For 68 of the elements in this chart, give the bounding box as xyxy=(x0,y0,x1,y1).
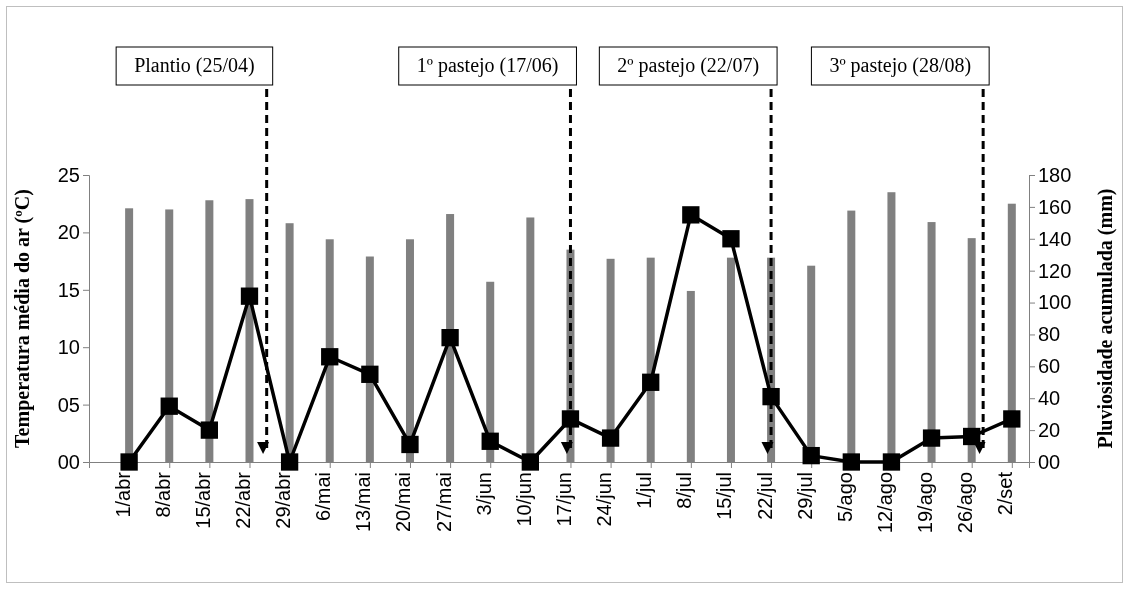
point xyxy=(722,230,740,248)
point xyxy=(882,453,901,471)
x-tick-label: 10/jun xyxy=(512,472,535,527)
ref-line-label: 3º pastejo (28/08) xyxy=(829,54,972,77)
y-tick-label: 20 xyxy=(57,221,80,244)
y-tick-label: 00 xyxy=(57,450,80,473)
point xyxy=(280,453,299,471)
point xyxy=(682,206,700,224)
point xyxy=(321,348,339,366)
y2-tick-label: 160 xyxy=(1038,195,1072,218)
point xyxy=(120,453,138,471)
y2-axis-title: Pluviosidade acumulada (mm) xyxy=(1094,188,1117,449)
x-tick-label: 27/mai xyxy=(432,472,455,533)
ref-line-label: 1º pastejo (17/06) xyxy=(416,54,559,77)
x-tick-label: 3/jun xyxy=(472,472,495,516)
x-tick-label: 29/abr xyxy=(272,471,295,529)
x-tick-label: 12/ago xyxy=(873,472,896,534)
point xyxy=(441,328,459,347)
y2-tick-label: 80 xyxy=(1038,323,1061,346)
y2-tick-label: 100 xyxy=(1038,291,1072,314)
point xyxy=(802,446,820,465)
y2-tick-label: 00 xyxy=(1038,450,1061,473)
x-tick-label: 15/abr xyxy=(191,471,214,529)
y2-tick-label: 20 xyxy=(1038,419,1061,442)
point xyxy=(922,429,941,447)
point xyxy=(963,427,981,446)
x-tick-label: 2/set xyxy=(994,471,1017,516)
y2-tick-label: 180 xyxy=(1038,163,1072,186)
x-tick-label: 15/jul xyxy=(713,472,736,520)
y-tick-label: 10 xyxy=(57,336,80,359)
x-tick-label: 8/abr xyxy=(151,471,174,518)
x-tick-label: 8/jul xyxy=(673,472,696,509)
point xyxy=(160,397,178,415)
x-tick-label: 1/jul xyxy=(633,472,656,509)
point xyxy=(521,453,539,471)
y2-tick-label: 120 xyxy=(1038,259,1072,282)
x-tick-label: 26/ago xyxy=(954,472,977,534)
x-tick-label: 13/mai xyxy=(352,472,375,533)
y-tick-label: 05 xyxy=(57,393,80,416)
point xyxy=(762,387,780,406)
y-axis-title: Temperatura média do ar (ºC) xyxy=(11,189,34,448)
x-tick-label: 24/jun xyxy=(593,472,616,527)
x-tick-label: 6/mai xyxy=(312,472,335,521)
x-tick-label: 5/ago xyxy=(833,472,856,523)
x-tick-label: 29/jul xyxy=(793,472,816,520)
y2-tick-label: 40 xyxy=(1038,387,1061,410)
x-tick-label: 22/abr xyxy=(231,471,254,529)
y2-tick-label: 60 xyxy=(1038,355,1061,378)
point xyxy=(642,373,660,391)
point xyxy=(842,453,860,471)
x-tick-label: 1/abr xyxy=(111,471,134,518)
point xyxy=(240,287,259,305)
ref-line-label: 2º pastejo (22/07) xyxy=(617,54,760,77)
x-tick-label: 17/jun xyxy=(552,472,575,527)
y-tick-label: 25 xyxy=(57,163,80,186)
y-tick-label: 15 xyxy=(57,278,80,301)
ref-line-label: Plantio (25/04) xyxy=(134,54,255,77)
x-tick-label: 19/ago xyxy=(914,472,937,534)
y2-tick-label: 140 xyxy=(1038,227,1072,250)
point xyxy=(481,432,499,450)
point xyxy=(401,435,419,454)
point xyxy=(361,365,379,383)
x-tick-label: 20/mai xyxy=(392,472,415,533)
point xyxy=(200,421,219,439)
point xyxy=(1003,410,1021,428)
point xyxy=(561,410,580,428)
x-tick-label: 22/jul xyxy=(753,472,776,520)
point xyxy=(601,429,620,447)
